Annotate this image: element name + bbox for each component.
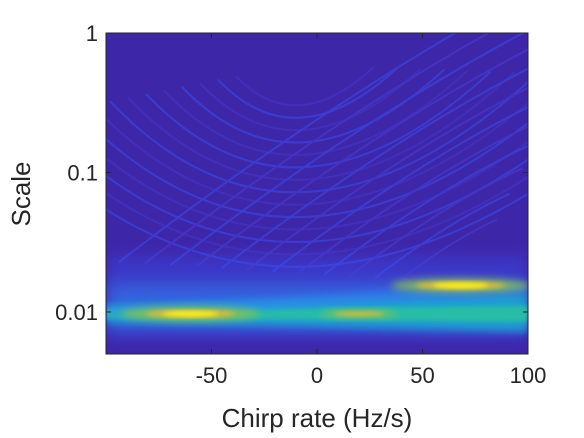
y-tick-label: 0.1 <box>67 161 98 186</box>
heatmap-fringe-arc <box>106 175 528 256</box>
heatmap-fringe-arc <box>109 80 528 194</box>
heatmap-fringe-arc <box>348 167 523 278</box>
heatmap-fringe-arc <box>106 101 528 206</box>
heatmap-fringe-arc <box>106 121 528 219</box>
heatmap-fringe-arc <box>106 158 528 243</box>
y-axis: 0.01 0.1 1 <box>55 21 528 325</box>
heatmap-peak-mid <box>334 311 384 317</box>
heatmap-fringe-arc <box>163 69 469 156</box>
heatmap-fringe-arc <box>106 140 528 231</box>
x-tick-label: 50 <box>410 363 434 388</box>
heatmap-fringe-arc <box>400 218 498 281</box>
x-axis: -50 0 50 100 <box>196 33 547 388</box>
heatmap-fringe-arc <box>195 48 528 268</box>
y-axis-label: Scale <box>6 161 36 226</box>
heatmap-fringe-arc <box>118 33 458 263</box>
heatmap-fringe-arc <box>220 67 528 270</box>
heatmap-fringe-arc <box>145 70 492 169</box>
heatmap-fringe-arc <box>297 125 528 274</box>
heatmap-peak-core <box>432 282 489 288</box>
x-tick-label: -50 <box>196 363 228 388</box>
heatmap-fringe-arc <box>127 71 515 181</box>
heatmap-fringe-arc <box>374 193 510 279</box>
heatmap-fringe-arc <box>323 144 528 276</box>
x-axis-label: Chirp rate (Hz/s) <box>222 403 413 433</box>
y-tick-label: 0.01 <box>55 300 98 325</box>
heatmap-fringe-arc <box>106 192 528 268</box>
x-tick-label: 0 <box>311 363 323 388</box>
heatmap-fringe-arc <box>246 86 528 271</box>
heatmap-fringe-arc <box>272 106 528 273</box>
heatmap-fringe-arc <box>169 33 526 266</box>
y-tick-label: 1 <box>86 21 98 46</box>
heatmap-fringe-arc <box>144 33 491 265</box>
heatmap-fringe-arc <box>235 66 375 107</box>
heatmap-fringes <box>106 33 528 281</box>
heatmap-fringe-arc <box>217 67 398 119</box>
x-tick-label: 100 <box>510 363 547 388</box>
heatmap-peak-core <box>162 311 219 317</box>
heatmap-area <box>106 33 528 354</box>
